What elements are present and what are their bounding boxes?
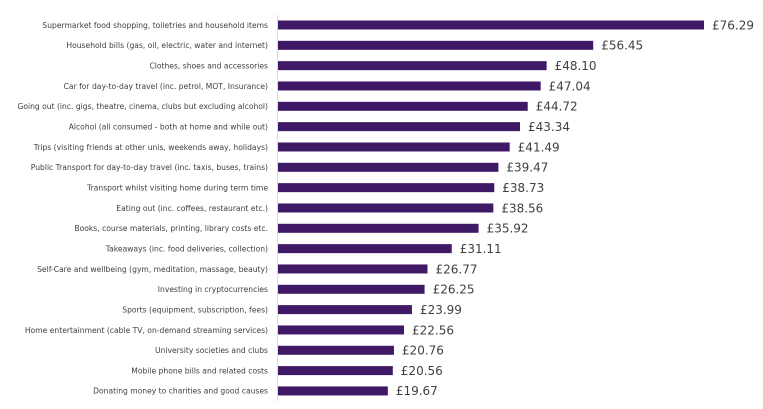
category-label: Going out (inc. gigs, theatre, cinema, c… bbox=[17, 102, 268, 111]
category-label: Self-Care and wellbeing (gym, meditation… bbox=[37, 265, 268, 274]
value-label: £39.47 bbox=[506, 161, 548, 175]
bar bbox=[278, 325, 404, 335]
bar bbox=[278, 223, 479, 233]
value-label: £19.67 bbox=[396, 384, 438, 398]
category-label: Clothes, shoes and accessories bbox=[149, 61, 268, 70]
bar bbox=[278, 101, 528, 111]
category-label: Books, course materials, printing, libra… bbox=[74, 224, 268, 233]
value-label: £38.73 bbox=[502, 181, 544, 195]
category-label: Sports (equipment, subscription, fees) bbox=[122, 305, 268, 314]
value-label: £76.29 bbox=[712, 18, 754, 32]
value-label: £41.49 bbox=[518, 140, 560, 154]
bar bbox=[278, 345, 394, 355]
category-label: Alcohol (all consumed - both at home and… bbox=[69, 122, 268, 131]
value-label: £43.34 bbox=[528, 120, 570, 134]
value-label: £22.56 bbox=[412, 323, 454, 337]
value-label: £26.25 bbox=[433, 283, 475, 297]
bar bbox=[278, 305, 412, 315]
category-label: Eating out (inc. coffees, restaurant etc… bbox=[116, 204, 268, 213]
bar bbox=[278, 61, 547, 71]
value-label: £20.56 bbox=[401, 364, 443, 378]
category-label: Mobile phone bills and related costs bbox=[131, 366, 268, 375]
bar bbox=[278, 40, 594, 50]
value-labels: £76.29 £56.45 £48.10 £47.04 £44.72 £43.34 £41.… bbox=[396, 18, 754, 398]
bar bbox=[278, 142, 510, 152]
value-label: £48.10 bbox=[555, 59, 597, 73]
category-label: Transport whilst visiting home during te… bbox=[86, 183, 268, 192]
value-label: £56.45 bbox=[601, 39, 643, 53]
category-label: Home entertainment (cable TV, on-demand … bbox=[25, 326, 268, 335]
bar bbox=[278, 122, 521, 132]
category-label: Public Transport for day-to-day travel (… bbox=[31, 163, 268, 172]
value-label: £47.04 bbox=[549, 79, 591, 93]
category-label: Trips (visiting friends at other unis, w… bbox=[33, 143, 268, 152]
category-label: Donating money to charities and good cau… bbox=[93, 387, 268, 396]
value-label: £38.56 bbox=[501, 201, 543, 215]
value-label: £20.76 bbox=[402, 344, 444, 358]
category-label: Supermarket food shopping, toiletries an… bbox=[42, 21, 268, 30]
value-label: £35.92 bbox=[487, 222, 529, 236]
bar bbox=[278, 386, 388, 396]
category-label: University societies and clubs bbox=[155, 346, 268, 355]
value-label: £26.77 bbox=[435, 262, 477, 276]
bar bbox=[278, 244, 452, 254]
category-label: Car for day-to-day travel (inc. petrol, … bbox=[64, 82, 268, 91]
bar bbox=[278, 264, 428, 274]
bar bbox=[278, 81, 541, 91]
bar bbox=[278, 162, 499, 172]
bar bbox=[278, 183, 495, 193]
category-label: Investing in cryptocurrencies bbox=[158, 285, 268, 294]
category-label: Takeaways (inc. food deliveries, collect… bbox=[105, 244, 268, 253]
category-label: Household bills (gas, oil, electric, wat… bbox=[66, 41, 268, 50]
bar bbox=[278, 20, 704, 30]
value-label: £44.72 bbox=[536, 100, 578, 114]
bar bbox=[278, 284, 425, 294]
bar bbox=[278, 203, 494, 213]
value-label: £23.99 bbox=[420, 303, 462, 317]
category-labels: Supermarket food shopping, toiletries an… bbox=[17, 21, 268, 396]
value-label: £31.11 bbox=[460, 242, 502, 256]
bar bbox=[278, 366, 393, 376]
bars bbox=[278, 20, 704, 396]
